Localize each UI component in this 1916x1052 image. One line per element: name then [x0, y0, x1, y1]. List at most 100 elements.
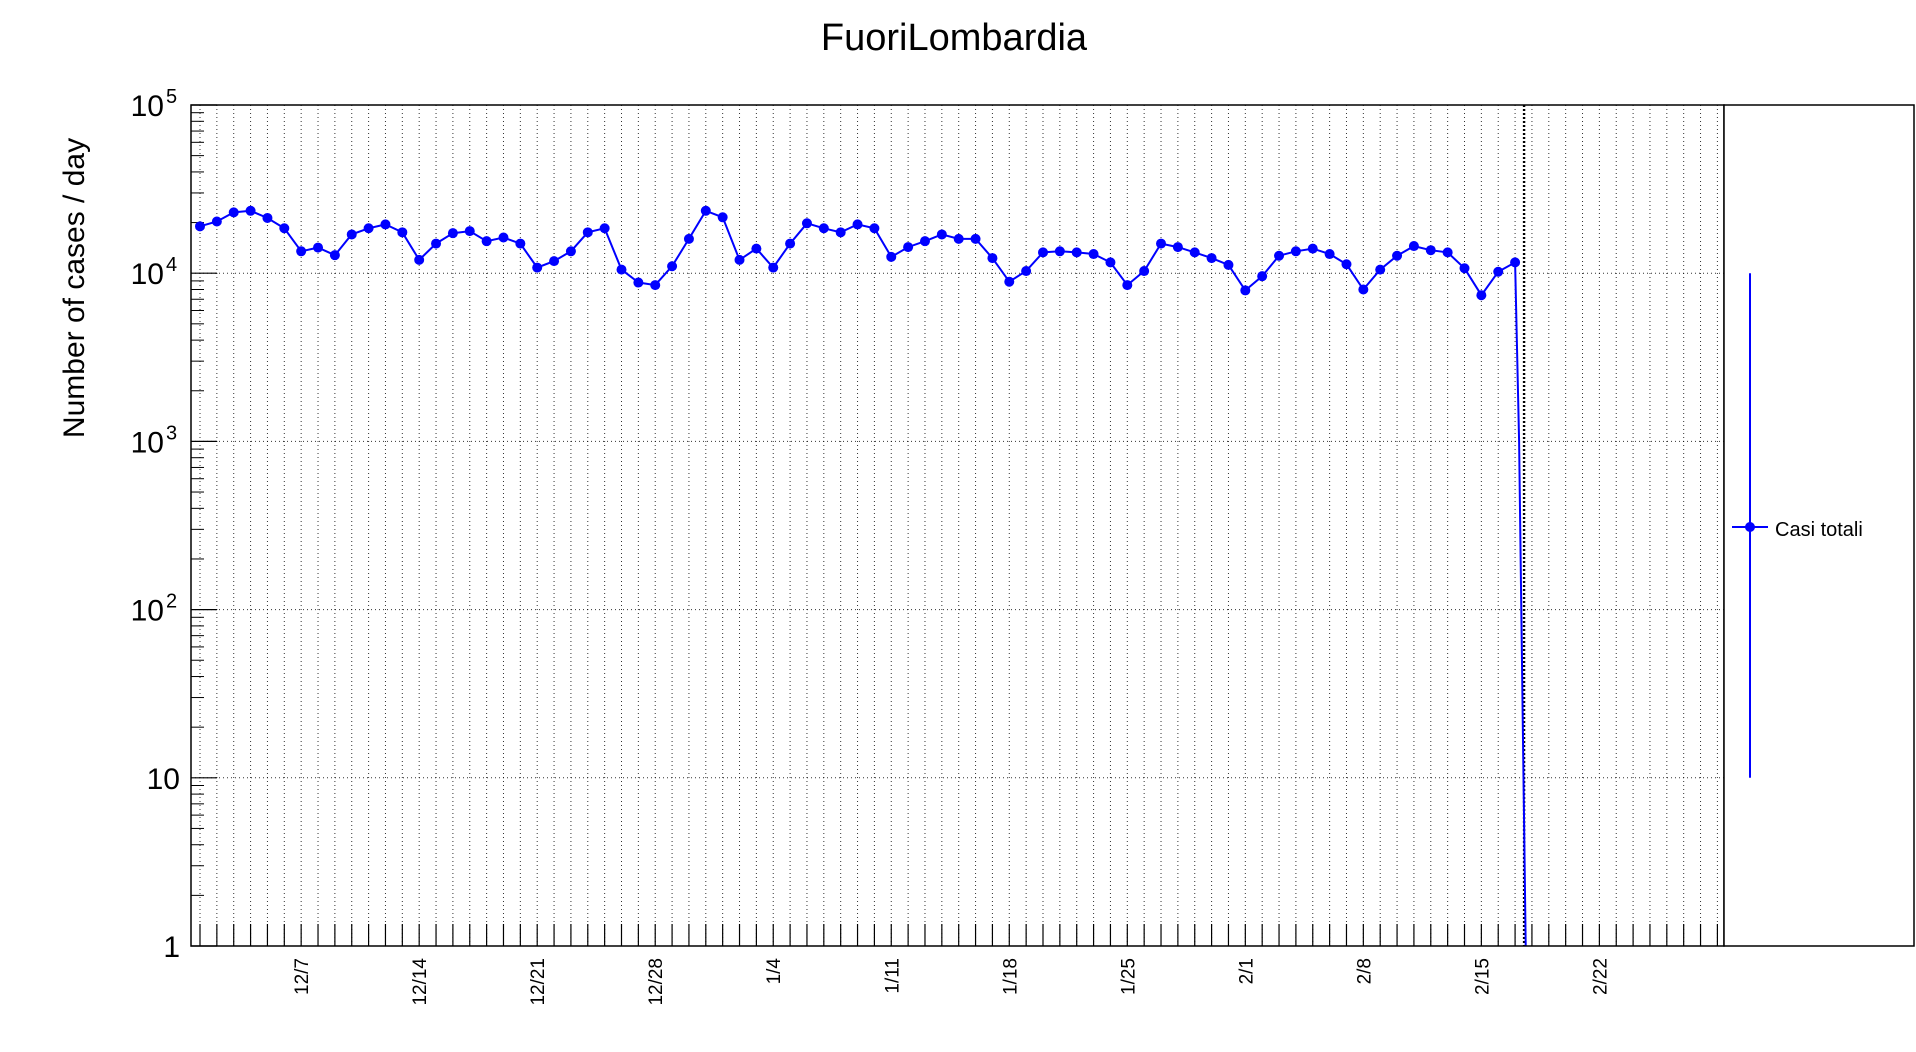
- data-point: [481, 236, 492, 247]
- data-point: [414, 254, 425, 265]
- data-point: [1425, 245, 1436, 256]
- data-point: [1358, 284, 1369, 295]
- x-tick-label: 1/18: [1000, 958, 1021, 995]
- data-point: [1004, 276, 1015, 287]
- data-point: [1341, 259, 1352, 270]
- y-tick-exponent: 4: [166, 254, 177, 276]
- data-point: [616, 264, 627, 275]
- y-tick-label: 1: [163, 931, 180, 964]
- data-point: [869, 223, 880, 234]
- y-tick-label: 10: [131, 426, 164, 459]
- x-tick-label: 12/14: [410, 958, 431, 1006]
- legend-label: Casi totali: [1775, 519, 1863, 541]
- data-point: [751, 243, 762, 254]
- y-tick-label: 10: [131, 595, 164, 628]
- data-point: [667, 261, 678, 272]
- data-point: [1071, 247, 1082, 258]
- data-point: [1156, 238, 1167, 249]
- data-point: [953, 233, 964, 244]
- data-point: [211, 216, 222, 227]
- data-point: [1408, 241, 1419, 252]
- data-point: [1223, 259, 1234, 270]
- data-point: [228, 207, 239, 218]
- chart-title: FuoriLombardia: [821, 17, 1088, 59]
- grid-lines: [191, 105, 1724, 946]
- data-point: [245, 205, 256, 216]
- series-line: [199, 209, 1527, 947]
- data-point: [346, 229, 357, 240]
- data-point: [565, 246, 576, 257]
- x-tick-label: 12/7: [292, 958, 313, 995]
- data-point: [329, 250, 340, 261]
- y-tick-label: 10: [147, 763, 180, 796]
- data-point: [818, 223, 829, 234]
- data-point: [1307, 243, 1318, 254]
- data-point: [279, 223, 290, 234]
- x-tick-label: 1/11: [882, 958, 903, 994]
- data-point: [1324, 249, 1335, 260]
- data-point: [515, 238, 526, 249]
- data-point: [1274, 250, 1285, 261]
- x-tick-label: 1/4: [764, 958, 785, 985]
- data-point: [313, 242, 324, 253]
- data-point: [1189, 247, 1200, 258]
- data-point: [262, 212, 273, 223]
- data-point: [549, 256, 560, 267]
- data-point: [431, 238, 442, 249]
- data-point: [700, 205, 711, 216]
- legend-box: [1723, 104, 1915, 947]
- data-point: [768, 262, 779, 273]
- data-point: [464, 226, 475, 237]
- data-point: [650, 280, 661, 291]
- data-point: [582, 227, 593, 238]
- x-tick-label: 12/21: [528, 958, 549, 1006]
- data-point: [363, 223, 374, 234]
- y-tick-label: 10: [131, 258, 164, 291]
- legend-marker: [1745, 522, 1755, 532]
- data-point: [852, 219, 863, 230]
- x-tick-label: 12/28: [646, 958, 667, 1006]
- data-point: [1392, 250, 1403, 261]
- x-tick-label: 1/25: [1118, 958, 1139, 995]
- data-point: [498, 232, 509, 243]
- data-point: [936, 229, 947, 240]
- data-point: [1459, 263, 1470, 274]
- series-casi-totali: [195, 205, 1527, 947]
- data-point: [835, 227, 846, 238]
- data-point: [1290, 246, 1301, 257]
- axis-ticks: [191, 104, 1719, 947]
- data-point: [919, 236, 930, 247]
- data-point: [195, 221, 205, 232]
- plot-frame: [190, 104, 1725, 947]
- data-point: [1105, 257, 1116, 268]
- x-tick-label: 2/22: [1590, 958, 1611, 995]
- data-point: [599, 223, 610, 234]
- data-point: [380, 219, 391, 230]
- data-point: [683, 233, 694, 244]
- y-tick-label: 10: [131, 90, 164, 123]
- data-point: [296, 246, 307, 257]
- data-point: [987, 253, 998, 264]
- data-point: [1375, 264, 1386, 275]
- data-point: [1476, 290, 1487, 301]
- data-point: [1493, 266, 1504, 277]
- data-point: [734, 254, 745, 265]
- data-point: [532, 262, 543, 273]
- data-point: [886, 251, 897, 262]
- data-point: [801, 218, 812, 229]
- x-tick-label: 2/8: [1354, 958, 1375, 984]
- data-point: [1054, 246, 1065, 257]
- data-point: [1021, 266, 1032, 277]
- data-point: [1442, 247, 1453, 258]
- data-point: [1122, 280, 1133, 291]
- data-point: [717, 212, 728, 223]
- data-point: [1240, 285, 1251, 296]
- data-point: [397, 227, 408, 238]
- data-point: [1139, 266, 1150, 277]
- data-point: [903, 242, 914, 253]
- legend: Casi totali: [1723, 104, 1915, 947]
- data-point: [1206, 253, 1217, 264]
- x-tick-label: 2/1: [1236, 958, 1257, 984]
